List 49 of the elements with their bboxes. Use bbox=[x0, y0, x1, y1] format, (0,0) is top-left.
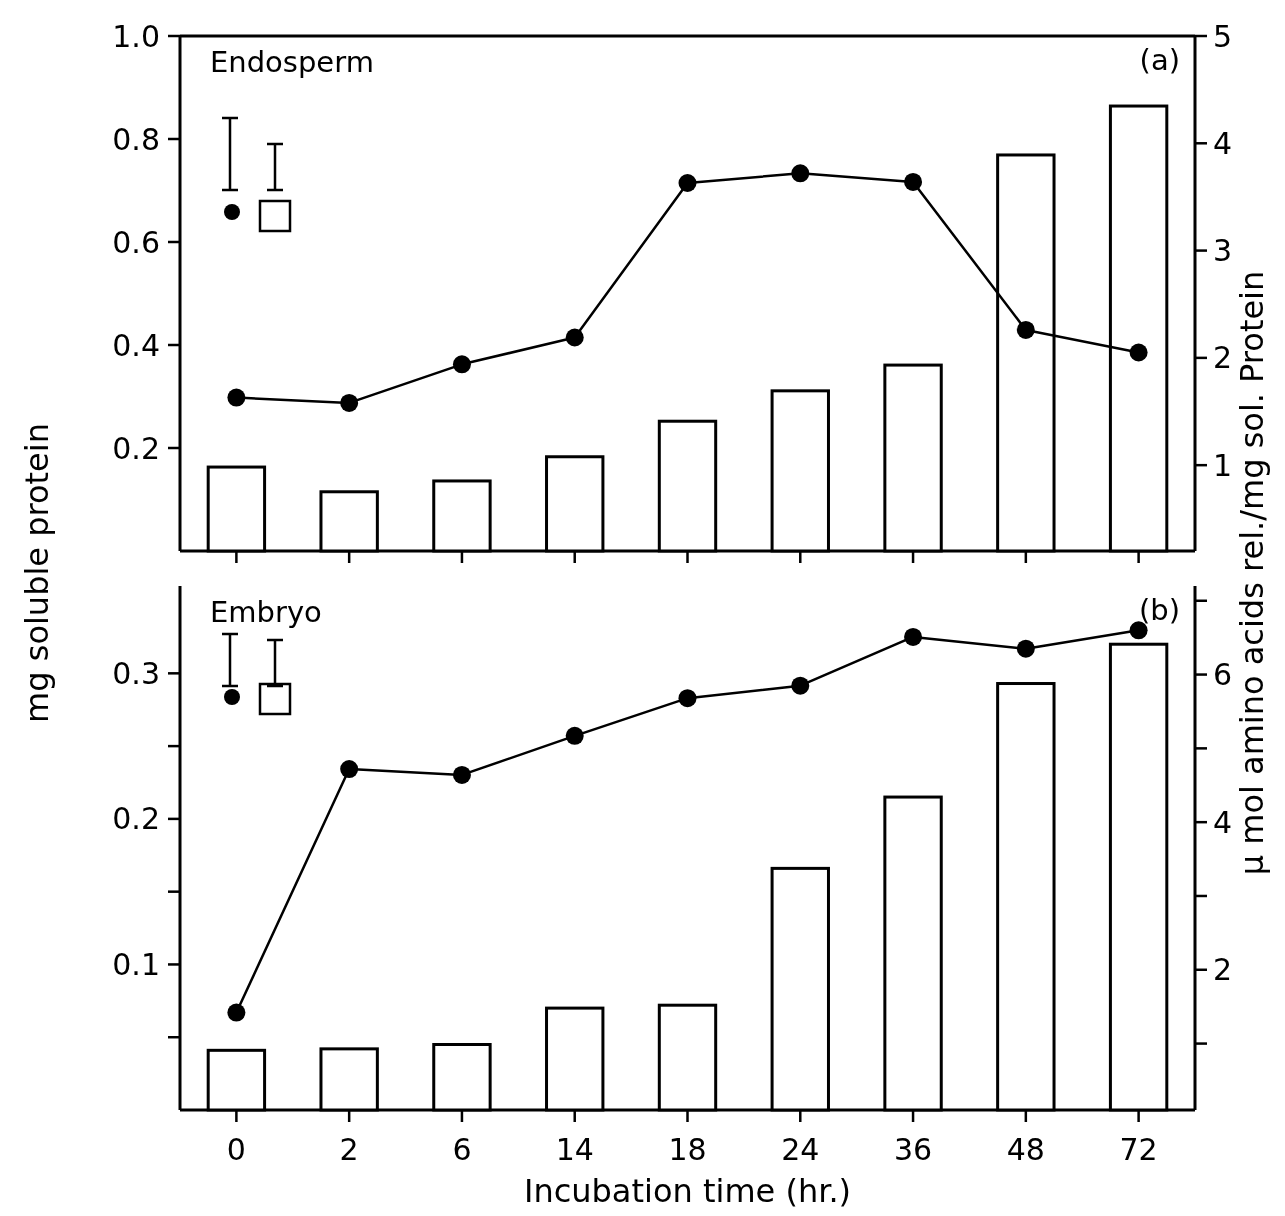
point bbox=[452, 355, 471, 374]
point bbox=[1016, 320, 1035, 339]
x-tick-label: 36 bbox=[893, 1132, 933, 1167]
y2-tick-label: 3 bbox=[1213, 233, 1233, 269]
y-tick-label: 0.6 bbox=[112, 224, 160, 260]
y-axis-title: mg soluble protein bbox=[18, 423, 56, 723]
x-tick-label: 18 bbox=[668, 1132, 707, 1167]
y-tick-label: 0.8 bbox=[112, 121, 160, 157]
x-tick-label: 6 bbox=[452, 1132, 472, 1167]
y2-tick-label: 4 bbox=[1213, 125, 1233, 161]
y2-tick-label: 2 bbox=[1213, 952, 1233, 988]
point bbox=[227, 388, 246, 407]
point bbox=[904, 627, 923, 646]
point bbox=[904, 172, 923, 191]
y2-tick-label: 5 bbox=[1213, 18, 1233, 54]
point bbox=[340, 760, 359, 779]
y-tick-label: 0.1 bbox=[112, 946, 160, 982]
x-tick-label: 0 bbox=[226, 1132, 246, 1167]
y2-tick-label: 1 bbox=[1213, 447, 1233, 483]
point bbox=[1016, 639, 1035, 658]
point bbox=[227, 1003, 246, 1022]
y2-tick-label: 4 bbox=[1213, 804, 1233, 840]
point bbox=[678, 689, 697, 708]
y-tick-label: 0.2 bbox=[112, 801, 160, 837]
annotation: Embryo bbox=[210, 595, 322, 629]
x-tick-label: 48 bbox=[1006, 1132, 1045, 1167]
point bbox=[678, 173, 697, 192]
point bbox=[1129, 343, 1148, 362]
point bbox=[791, 164, 810, 183]
y2-axis-title: μ mol amino acids rel./mg sol. Protein bbox=[1233, 270, 1271, 876]
x-axis-title: Incubation time (hr.) bbox=[523, 1172, 852, 1210]
x-tick-label: 24 bbox=[781, 1132, 820, 1167]
point bbox=[452, 765, 471, 784]
annotation: (a) bbox=[1139, 43, 1180, 77]
annotation: (b) bbox=[1138, 593, 1180, 627]
y-tick-label: 0.4 bbox=[112, 327, 160, 363]
y-tick-label: 0.3 bbox=[112, 655, 160, 691]
point bbox=[565, 328, 584, 347]
point bbox=[565, 726, 584, 745]
annotation: Endosperm bbox=[210, 45, 374, 79]
x-tick-label: 2 bbox=[339, 1132, 359, 1167]
x-tick-label: 14 bbox=[555, 1132, 594, 1167]
y-tick-label: 1.0 bbox=[112, 18, 160, 54]
y-tick-label: 0.2 bbox=[112, 430, 160, 466]
y2-tick-label: 2 bbox=[1213, 340, 1233, 376]
y2-tick-label: 6 bbox=[1213, 657, 1233, 693]
x-tick-label: 72 bbox=[1119, 1132, 1158, 1167]
point bbox=[791, 676, 810, 695]
point bbox=[340, 393, 359, 412]
